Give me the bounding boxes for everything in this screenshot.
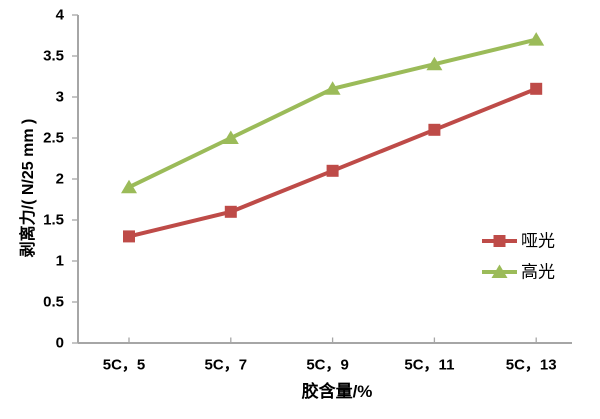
x-tick-label: 5C，13 (506, 357, 557, 374)
series-0-point-2 (326, 164, 339, 177)
y-tick-label: 3 (56, 89, 64, 106)
chart-generated-layer: 0 0.5 1 1.5 2 2.5 3 3.5 4 5C，5 5C，7 5C，9 5C，11 5C，13 (43, 7, 572, 374)
series-0-line (128, 86, 537, 239)
y-tick-label: 3.5 (43, 48, 64, 65)
y-tick-label: 1 (56, 253, 64, 270)
legend-marker-glossy (482, 264, 517, 278)
y-tick-label: 2 (56, 171, 64, 188)
series-1-point-3 (426, 56, 443, 71)
series-0-point-0 (123, 230, 135, 243)
series-0-point-4 (530, 82, 543, 95)
x-axis-title: 胶含量/% (302, 381, 373, 401)
series-1-point-1 (222, 130, 239, 144)
y-tick-label: 1.5 (43, 212, 64, 229)
legend-symbol-0 (493, 235, 506, 247)
y-axis-title: 剥离力/( N/25 mm ) (18, 119, 37, 258)
legend-symbol-1 (491, 264, 508, 278)
series-1-point-2 (324, 81, 341, 95)
y-tick-label: 4 (56, 7, 65, 24)
legend-label-glossy: 高光 (521, 263, 555, 282)
series-0-point-1 (224, 205, 237, 218)
y-tick-label: 0 (56, 335, 64, 352)
y-tick-label: 2.5 (43, 130, 64, 147)
series-1-point-4 (528, 32, 545, 46)
legend-marker-matte (482, 235, 517, 247)
legend-label-matte: 哑光 (521, 232, 555, 251)
x-tick-label: 5C，5 (103, 357, 146, 374)
x-tick-label: 5C，9 (306, 357, 349, 374)
x-tick-label: 5C，7 (205, 357, 248, 374)
series-1-point-0 (121, 179, 137, 194)
legend: 哑光 高光 (482, 232, 555, 282)
x-tick-label: 5C，11 (404, 357, 454, 374)
y-tick-label: 0.5 (43, 294, 64, 311)
series-0-point-3 (428, 123, 441, 136)
